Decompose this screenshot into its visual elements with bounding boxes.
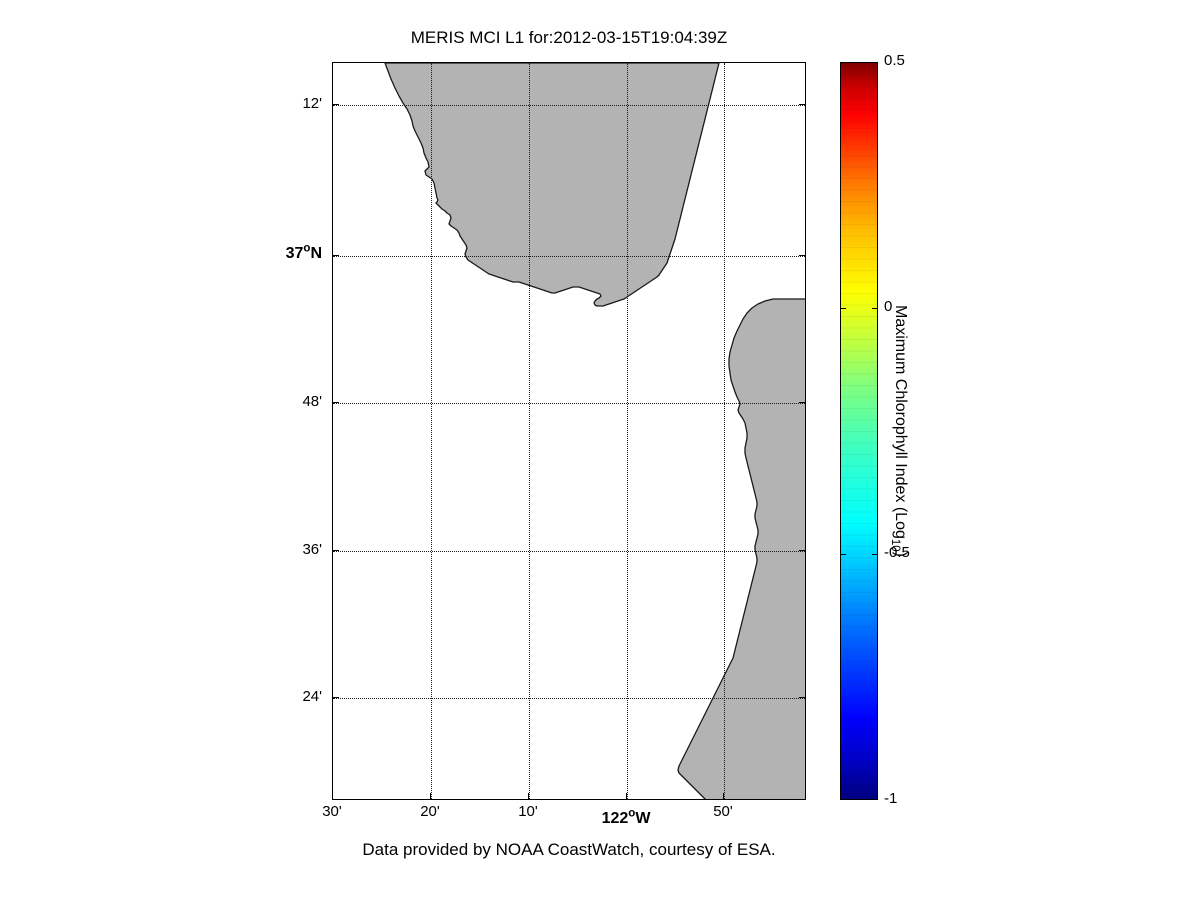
xtick-mark-10 — [528, 793, 529, 800]
colorbar-tick-0-left — [840, 308, 846, 309]
colorbar[interactable] — [840, 62, 878, 800]
ytick-mark-24-right — [799, 697, 806, 698]
gridline-lon-122W — [627, 63, 628, 799]
colorbar-title-close: ) — [892, 551, 909, 557]
colorbar-title-sub: 10 — [888, 538, 901, 552]
xtick-label-20: 20' — [420, 803, 440, 820]
ytick-mark-36 — [332, 550, 339, 551]
ytick-label-12: 12' — [302, 95, 322, 112]
colorbar-label-05: 0.5 — [884, 52, 905, 69]
xtick-mark-122W — [626, 793, 627, 800]
plot-title: MERIS MCI L1 for:2012-03-15T19:04:39Z — [410, 28, 728, 47]
colorbar-label-neg05: -0.5 — [884, 544, 910, 561]
colorbar-tick-n05-right — [872, 554, 878, 555]
ytick-label-48: 48' — [302, 393, 322, 410]
colorbar-tick-n05-left — [840, 554, 846, 555]
ytick-mark-12 — [332, 104, 339, 105]
coastline-landmass — [384, 63, 805, 799]
xtick-label-122W: 122oW — [601, 807, 651, 827]
ytick-mark-48 — [332, 402, 339, 403]
ytick-mark-12-right — [799, 104, 806, 105]
gridline-lat-48 — [333, 403, 805, 404]
ytick-mark-37N-right — [799, 255, 806, 256]
xtick-label-30: 30' — [322, 803, 342, 820]
gridline-lat-36 — [333, 551, 805, 552]
colorbar-label-0: 0 — [884, 298, 893, 315]
xtick-label-50: 50' — [713, 803, 733, 820]
ytick-label-24: 24' — [302, 688, 322, 705]
gridline-lon-50 — [724, 63, 725, 799]
gridline-lat-12 — [333, 105, 805, 106]
gridline-lat-37N — [333, 256, 805, 257]
land-polygon — [384, 63, 720, 307]
ytick-mark-37N — [332, 255, 339, 256]
attribution-footer: Data provided by NOAA CoastWatch, courte… — [362, 840, 776, 859]
ytick-label-36: 36' — [302, 541, 322, 558]
gridline-lon-20 — [431, 63, 432, 799]
xtick-label-10: 10' — [518, 803, 538, 820]
colorbar-tick-0-right — [872, 308, 878, 309]
xtick-mark-20 — [430, 793, 431, 800]
ytick-mark-24 — [332, 697, 339, 698]
coastline-lower-polygon — [677, 298, 805, 799]
ytick-mark-36-right — [799, 550, 806, 551]
colorbar-title: Maximum Chlorophyll Index (Log10) — [885, 62, 915, 800]
colorbar-banding — [841, 63, 877, 799]
xtick-mark-30 — [332, 793, 333, 800]
map-axes[interactable] — [332, 62, 806, 800]
gridline-lon-10 — [529, 63, 530, 799]
colorbar-title-main: Maximum Chlorophyll Index (Log — [892, 304, 909, 539]
gridline-lat-24 — [333, 698, 805, 699]
colorbar-label-neg1: -1 — [884, 790, 898, 807]
ytick-label-37N: 37oN — [285, 242, 322, 262]
ytick-mark-48-right — [799, 402, 806, 403]
xtick-mark-50 — [723, 793, 724, 800]
